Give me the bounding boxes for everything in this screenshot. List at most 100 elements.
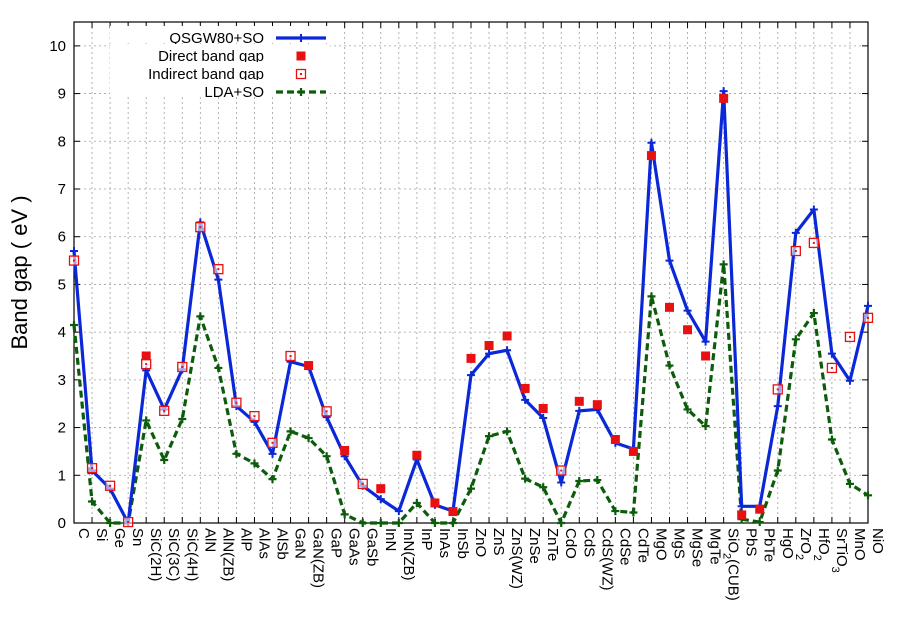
- x-tick-label: MgS: [671, 528, 688, 559]
- legend-entry-bg: [110, 44, 330, 61]
- x-tick-label-text: ZnO: [472, 528, 489, 557]
- indirect-gap-point-center: [812, 241, 815, 244]
- direct-gap-point: [683, 325, 693, 335]
- lda-so-point: [845, 479, 854, 488]
- legend-entry-bg: [110, 26, 330, 43]
- direct-gap-point: [574, 396, 584, 406]
- direct-gap-point: [412, 450, 422, 460]
- x-tick-label: SiO2(CUB): [721, 528, 742, 601]
- x-tick-label-text: AlN(ZB): [219, 528, 236, 581]
- lda-so-point: [448, 519, 457, 527]
- y-tick-label: 3: [58, 372, 66, 389]
- lda-so-point: [467, 484, 475, 493]
- x-tick-label: ZnO: [472, 528, 489, 557]
- x-tick-label: C: [75, 528, 92, 539]
- y-tick-label: 9: [58, 86, 66, 103]
- x-tick-label: InAs: [436, 528, 453, 558]
- x-tick-label-subscript: 2: [811, 555, 823, 561]
- lda-so-point: [575, 477, 584, 486]
- x-tick-label: MgTe: [707, 528, 724, 565]
- x-tick-label-text: MgSe: [689, 528, 706, 567]
- direct-gap-point: [665, 302, 674, 312]
- x-tick-label: SiC(3C): [165, 528, 182, 581]
- x-tick-label-text: GaN(ZB): [310, 528, 327, 588]
- series-layer: [68, 87, 874, 528]
- lda-so-point: [683, 405, 692, 414]
- lda-so-point: [701, 422, 710, 431]
- series-lda-so: [70, 260, 872, 527]
- y-tick-label: 0: [58, 515, 66, 532]
- plot-frame: [73, 21, 869, 524]
- indirect-gap-point-center: [91, 467, 94, 470]
- x-tick-label-text: InP: [418, 528, 435, 551]
- lda-so-point: [629, 508, 638, 517]
- lda-so-point: [304, 434, 313, 443]
- x-tick-label-text: AlSb: [274, 528, 291, 560]
- x-tick-label-text: InSb: [454, 528, 471, 559]
- legend-label: Indirect band gap: [148, 66, 264, 83]
- lda-so-point: [719, 260, 728, 269]
- x-tick-label: HfO2: [811, 528, 832, 561]
- x-tick-label-subscript: 3: [829, 567, 841, 573]
- grid-lines: [74, 22, 868, 523]
- qsgw80-so-point: [575, 406, 584, 415]
- qsgw80-so-point: [521, 395, 530, 404]
- lda-so-point: [106, 519, 115, 527]
- lda-so-point: [214, 363, 223, 372]
- direct-gap-point: [141, 351, 151, 361]
- lda-so-point: [611, 507, 620, 516]
- x-tick-label: CdO: [562, 528, 579, 559]
- qsgw80-so-point: [376, 495, 385, 504]
- x-tick-label: SiC(2H): [147, 528, 164, 581]
- x-tick-label-text: Si: [93, 528, 110, 541]
- x-tick-label: MgSe: [689, 528, 706, 567]
- x-tick-label-text: ZnS(WZ): [508, 528, 525, 589]
- qsgw80-so-point: [214, 275, 223, 284]
- lda-so-point: [791, 335, 800, 344]
- y-tick-label: 4: [58, 324, 66, 341]
- x-tick-label: ZnS(WZ): [508, 528, 525, 589]
- qsgw80-so-point: [268, 449, 277, 458]
- lda-so-point: [70, 320, 78, 329]
- qsgw80-so-point: [701, 337, 710, 346]
- x-tick-label: GaN: [292, 528, 309, 559]
- x-tick-label-text: GaSb: [364, 528, 381, 566]
- x-tick-label-text: InN: [382, 528, 399, 551]
- lda-so-point: [142, 416, 151, 425]
- x-tick-label-text: AlN: [201, 528, 218, 552]
- y-tick-label: 6: [58, 229, 66, 246]
- lda-so-point: [394, 519, 403, 527]
- y-tick-label: 2: [58, 420, 66, 437]
- x-tick-label-text: NiO: [869, 528, 886, 554]
- x-tick-label: InP: [418, 528, 435, 551]
- direct-gap-point: [448, 507, 458, 517]
- y-tick-label: 7: [58, 181, 66, 198]
- indirect-gap-point-center: [271, 441, 274, 444]
- x-tick-label: ZnS: [490, 528, 507, 556]
- x-tick-label-suffix: (CUB): [725, 559, 742, 601]
- x-tick-label: InSb: [454, 528, 471, 559]
- x-tick-label: Sn: [129, 528, 146, 546]
- legend-swatch-marker: [297, 34, 305, 42]
- direct-gap-point: [719, 93, 729, 103]
- lda-so-point: [521, 474, 530, 483]
- x-tick-label: InN(ZB): [400, 528, 417, 581]
- x-tick-label-text: MgO: [652, 528, 669, 561]
- x-tick-label-text: CdS(WZ): [598, 528, 615, 591]
- lda-so-point: [340, 510, 349, 519]
- direct-gap-point: [430, 498, 440, 508]
- qsgw80-so-point: [70, 247, 78, 256]
- lda-so-point: [539, 483, 548, 492]
- direct-gap-point: [646, 151, 656, 161]
- series-indirect-band-gap: [68, 222, 874, 528]
- x-tick-label: CdSe: [616, 528, 633, 566]
- indirect-gap-point-center: [253, 415, 256, 418]
- x-tick-label-text: ZnTe: [544, 528, 561, 561]
- direct-gap-point: [502, 331, 512, 341]
- x-tick-label: ZrO2: [793, 528, 814, 560]
- indirect-gap-point-center: [794, 250, 797, 253]
- lda-so-point: [809, 309, 818, 318]
- x-tick-label-text: PbTe: [761, 528, 778, 562]
- x-tick-label-subscript: 2: [793, 554, 805, 560]
- indirect-gap-point-center: [145, 363, 148, 366]
